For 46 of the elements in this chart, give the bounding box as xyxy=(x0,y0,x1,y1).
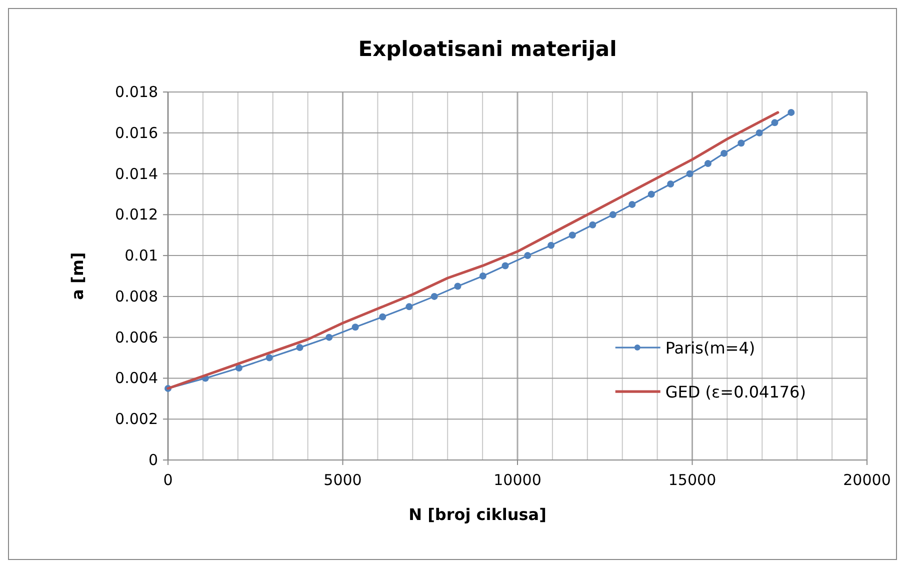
y-tick-label: 0.012 xyxy=(115,206,158,224)
point xyxy=(771,119,778,126)
x-tick-label: 10000 xyxy=(494,471,542,489)
point xyxy=(479,272,486,280)
chart-title: Exploatisani materijal xyxy=(358,37,617,61)
y-tick-label: 0.01 xyxy=(124,246,158,265)
point xyxy=(235,364,242,372)
point xyxy=(609,211,616,218)
point xyxy=(788,108,795,116)
point xyxy=(667,180,674,188)
point xyxy=(686,170,694,178)
point xyxy=(524,252,532,260)
point xyxy=(704,160,712,168)
point xyxy=(548,242,555,249)
x-axis-title: N [broj ciklusa] xyxy=(408,505,546,524)
x-tick-label: 15000 xyxy=(668,471,716,489)
y-tick-label: 0.004 xyxy=(115,369,158,388)
y-axis-title: a [m] xyxy=(68,252,87,300)
y-tick-label: 0.002 xyxy=(115,410,158,428)
y-tick-label: 0.018 xyxy=(115,83,158,101)
y-tick-label: 0.008 xyxy=(115,287,158,306)
point xyxy=(406,303,413,310)
point xyxy=(589,221,596,228)
point xyxy=(738,140,745,147)
x-tick-label: 5000 xyxy=(324,471,362,489)
point xyxy=(454,282,462,290)
point xyxy=(430,292,438,300)
y-tick-label: 0.016 xyxy=(115,124,158,142)
point xyxy=(502,262,509,270)
y-tick-label: 0.014 xyxy=(115,164,158,183)
point xyxy=(568,232,576,239)
point xyxy=(648,190,655,198)
point xyxy=(756,129,763,136)
x-tick-label: 20000 xyxy=(843,471,891,489)
point xyxy=(628,200,636,208)
point xyxy=(266,354,273,362)
y-tick-label: 0 xyxy=(148,451,158,469)
y-tick-label: 0.006 xyxy=(115,328,158,346)
point xyxy=(352,324,359,331)
point xyxy=(720,150,728,157)
point xyxy=(296,344,304,352)
x-tick-label: 0 xyxy=(163,471,173,489)
point xyxy=(379,313,386,320)
point xyxy=(326,334,333,341)
legend-label: Paris(m=4) xyxy=(665,338,756,358)
legend-label: GED (ε=0.04176) xyxy=(665,382,806,402)
